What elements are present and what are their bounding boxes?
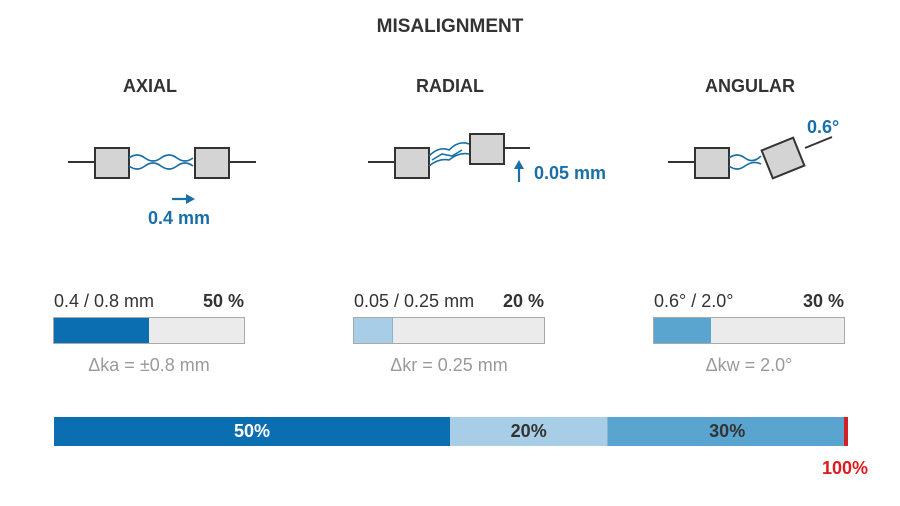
radial-share-segment: 20% — [450, 417, 609, 446]
angular-right-hub — [760, 136, 806, 180]
axial-percent: 50 % — [202, 291, 244, 311]
angular-left-hub — [694, 147, 730, 179]
radial-right-hub — [469, 133, 505, 165]
radial-progress-fill — [354, 318, 393, 343]
diagram-title: MISALIGNMENT — [376, 16, 524, 37]
axial-tolerance: Δka = ±0.8 mm — [88, 355, 210, 375]
angular-callout: 0.6° — [807, 117, 840, 137]
radial-ratio: 0.05 / 0.25 mm — [354, 291, 475, 311]
total-limit-marker — [844, 417, 848, 446]
radial-progress-bar — [353, 317, 545, 344]
axial-progress-bar — [53, 317, 245, 344]
radial-bellows — [428, 142, 470, 167]
axial-right-hub — [194, 147, 230, 179]
axial-progress-fill — [54, 318, 149, 343]
angular-share-segment: 30% — [608, 417, 846, 446]
radial-arrow-head — [514, 160, 524, 169]
axial-ratio: 0.4 / 0.8 mm — [54, 291, 155, 311]
total-stacked-bar: 50% 20% 30% — [54, 417, 846, 446]
radial-left-hub — [394, 147, 430, 179]
axial-share-segment: 50% — [54, 417, 450, 446]
angular-progress-fill — [654, 318, 711, 343]
angular-bellows — [728, 154, 762, 170]
angular-percent: 30 % — [802, 291, 844, 311]
angular-progress-bar — [653, 317, 845, 344]
total-percent: 100% — [822, 458, 869, 478]
axial-bellows — [128, 154, 194, 170]
radial-callout: 0.05 mm — [534, 163, 607, 183]
radial-percent: 20 % — [502, 291, 544, 311]
angular-label: ANGULAR — [705, 76, 795, 96]
angular-right-shaft — [804, 136, 833, 149]
radial-tolerance: Δkr = 0.25 mm — [390, 355, 508, 375]
axial-left-hub — [94, 147, 130, 179]
angular-tolerance: Δkw = 2.0° — [705, 355, 793, 375]
axial-label: AXIAL — [123, 76, 177, 96]
radial-label: RADIAL — [416, 76, 484, 96]
angular-ratio: 0.6° / 2.0° — [654, 291, 734, 311]
axial-arrow-head — [186, 194, 195, 204]
axial-callout: 0.4 mm — [148, 208, 211, 228]
